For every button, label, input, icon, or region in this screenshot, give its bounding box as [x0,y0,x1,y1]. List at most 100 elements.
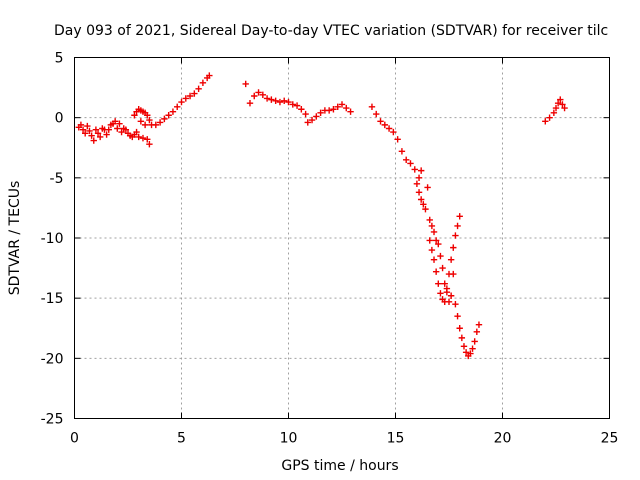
data-point [437,252,444,260]
data-point [403,156,410,163]
data-point [169,108,177,115]
data-point [86,127,93,135]
y-tick-label: 5 [55,51,64,67]
data-point [313,113,320,120]
data-point [103,131,110,138]
data-point [411,166,418,173]
data-point [424,184,431,191]
data-point [450,244,457,251]
data-point [79,126,87,133]
x-tick-label: 10 [280,431,298,447]
data-point [435,280,442,287]
data-point [126,132,134,139]
data-point [84,122,91,130]
data-point [343,104,350,112]
data-point [152,121,160,129]
data-point [462,349,470,356]
data-point [263,95,271,102]
data-point [114,125,121,132]
data-point [325,107,333,114]
data-point [458,334,466,342]
data-point [131,112,138,119]
data-point [473,328,481,336]
y-axis-ticks: 5 0 -5 -10 -15 -20 -25 [41,51,610,428]
data-point [137,118,145,125]
y-tick-label: -15 [41,291,64,307]
data-point [428,246,436,254]
data-point [417,196,425,203]
data-point [550,109,558,117]
y-tick-label: -5 [50,171,64,187]
data-point [144,136,151,143]
data-point [186,92,194,100]
data-point [437,290,444,297]
data-point [398,148,406,155]
data-point [390,128,397,136]
data-point [135,133,142,141]
data-point [94,130,102,137]
data-point [144,112,151,119]
data-point [432,237,440,244]
data-point [206,72,213,79]
data-point [96,133,104,141]
data-point [368,103,376,111]
data-point [471,338,478,345]
data-point [422,205,429,213]
y-tick-label: 0 [55,111,64,127]
data-point [456,325,463,332]
data-point [118,128,125,136]
data-point [88,132,95,139]
data-point [302,110,309,118]
data-point [475,321,483,328]
data-point [293,102,301,109]
data-point [561,104,568,112]
data-point [259,91,267,99]
data-point [452,300,459,308]
data-point [195,85,202,92]
data-point [439,264,446,272]
data-point [347,108,354,115]
data-point [174,103,181,111]
data-point [407,160,414,167]
data-point [146,116,153,124]
data-point [413,180,421,188]
data-point [554,100,562,107]
data-point [178,98,185,106]
data-point [394,136,401,143]
data-point [381,121,388,129]
data-point [432,268,440,275]
data-point [246,100,254,107]
data-point [377,118,384,125]
data-point [298,106,305,113]
y-axis-label: SDTVAR / TECUs [7,181,23,296]
x-axis-ticks: 0 5 10 15 20 25 [70,57,618,447]
data-point [447,256,455,263]
data-point [92,126,100,133]
data-point [141,121,149,129]
data-point [415,174,423,182]
data-point [469,345,476,352]
data-point [426,216,433,224]
data-point [443,285,451,292]
data-point [445,270,453,278]
chart-title: Day 093 of 2021, Sidereal Day-to-day VTE… [54,23,608,39]
data-point [467,350,474,357]
data-point [456,213,463,220]
data-point [441,298,448,305]
data-point [276,98,284,106]
data-point [417,167,425,174]
data-point [272,97,279,105]
data-point [430,228,438,236]
data-point [156,119,164,126]
data-point [338,101,346,108]
data-point [161,115,168,123]
data-point [251,92,258,100]
data-point [90,137,97,144]
data-point [308,116,316,124]
x-tick-label: 20 [494,431,512,447]
data-point [109,120,117,127]
data-point [542,118,549,125]
data-point [430,256,438,263]
data-point [199,79,207,86]
data-point [557,96,564,103]
